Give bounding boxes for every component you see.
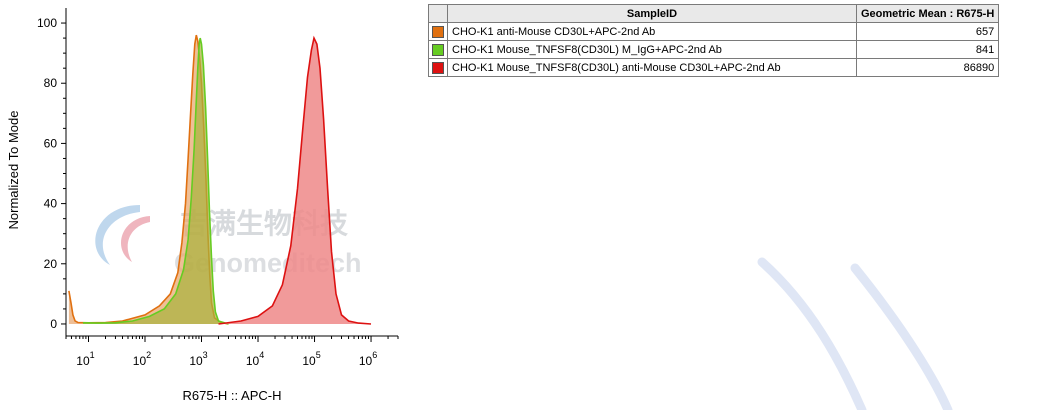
sample-legend-table: SampleID Geometric Mean : R675-H CHO-K1 … bbox=[428, 4, 999, 77]
y-tick-label: 80 bbox=[44, 76, 58, 90]
x-tick-label: 104 bbox=[246, 350, 264, 368]
series-layer bbox=[69, 35, 371, 324]
y-tick-label: 40 bbox=[44, 197, 58, 211]
x-tick-label: 106 bbox=[359, 350, 377, 368]
legend-geomean-value: 86890 bbox=[857, 59, 999, 77]
y-tick-label: 0 bbox=[50, 317, 57, 331]
y-tick-label: 100 bbox=[37, 16, 57, 30]
series-area-2 bbox=[83, 38, 229, 324]
legend-header-sampleid: SampleID bbox=[448, 5, 857, 23]
y-tick-layer: 0 20 40 60 80 100 bbox=[37, 16, 66, 331]
legend-swatch-cell bbox=[429, 41, 448, 59]
y-tick-label: 60 bbox=[44, 136, 58, 150]
legend-sample-name: CHO-K1 Mouse_TNFSF8(CD30L) M_IgG+APC-2nd… bbox=[448, 41, 857, 59]
x-tick-label: 103 bbox=[189, 350, 207, 368]
background-watermark-strokes bbox=[762, 262, 948, 410]
legend-row: CHO-K1 Mouse_TNFSF8(CD30L) anti-Mouse CD… bbox=[429, 59, 999, 77]
legend-geomean-value: 657 bbox=[857, 23, 999, 41]
legend-row: CHO-K1 Mouse_TNFSF8(CD30L) M_IgG+APC-2nd… bbox=[429, 41, 999, 59]
legend-swatch-orange bbox=[432, 26, 444, 38]
legend-swatch-green bbox=[432, 44, 444, 56]
legend-sample-name: CHO-K1 anti-Mouse CD30L+APC-2nd Ab bbox=[448, 23, 857, 41]
legend-sample-name: CHO-K1 Mouse_TNFSF8(CD30L) anti-Mouse CD… bbox=[448, 59, 857, 77]
legend-header-swatch bbox=[429, 5, 448, 23]
series-area-3 bbox=[219, 38, 372, 324]
legend-header-row: SampleID Geometric Mean : R675-H bbox=[429, 5, 999, 23]
y-tick-label: 20 bbox=[44, 257, 58, 271]
x-tick-label: 105 bbox=[302, 350, 320, 368]
legend-swatch-cell bbox=[429, 59, 448, 77]
x-tick-label: 101 bbox=[76, 350, 94, 368]
legend-header-geomean: Geometric Mean : R675-H bbox=[857, 5, 999, 23]
legend-geomean-value: 841 bbox=[857, 41, 999, 59]
x-tick-label: 102 bbox=[133, 350, 151, 368]
legend-swatch-red bbox=[432, 62, 444, 74]
x-tick-layer: 101 102 103 104 105 106 bbox=[66, 336, 398, 368]
x-axis-label: R675-H :: APC-H bbox=[183, 388, 282, 403]
watermark-logo-icon bbox=[95, 205, 140, 265]
legend-row: CHO-K1 anti-Mouse CD30L+APC-2nd Ab 657 bbox=[429, 23, 999, 41]
y-axis-label: Normalized To Mode bbox=[6, 111, 21, 230]
legend-swatch-cell bbox=[429, 23, 448, 41]
